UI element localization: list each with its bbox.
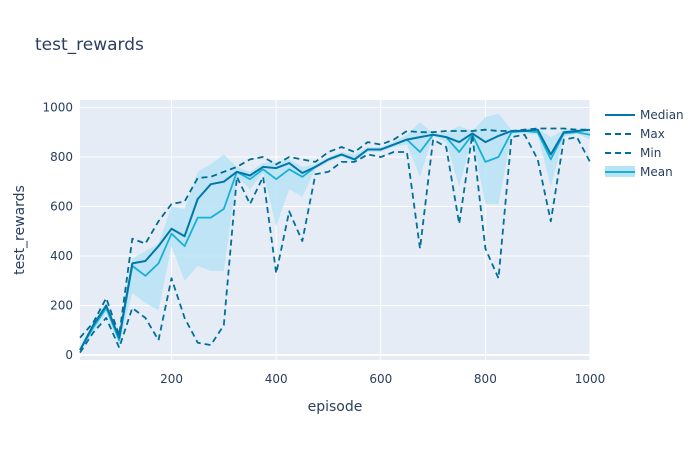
- series-line-min: [79, 133, 591, 354]
- y-tick-label: 600: [50, 199, 73, 213]
- x-tick-label: 800: [474, 372, 497, 386]
- x-tick-label: 200: [160, 372, 183, 386]
- band-layer: [80, 113, 590, 353]
- y-tick-label: 400: [50, 249, 73, 263]
- legend-label: Max: [640, 127, 665, 141]
- y-axis-label: test_rewards: [12, 185, 28, 275]
- series-line-max: [79, 127, 590, 339]
- y-tick-label: 200: [50, 299, 73, 313]
- legend-item-mean[interactable]: Mean: [605, 165, 673, 179]
- plot-background: [80, 100, 590, 360]
- legend[interactable]: Median Max Min Mean: [605, 108, 684, 179]
- legend-label: Mean: [640, 165, 673, 179]
- x-tick-label: 400: [265, 372, 288, 386]
- chart-title: test_rewards: [35, 35, 144, 55]
- legend-item-median[interactable]: Median: [605, 108, 684, 122]
- x-tick-label: 1000: [575, 372, 606, 386]
- mean-band: [80, 113, 590, 353]
- line-layer: [79, 127, 591, 354]
- x-tick-label: 600: [369, 372, 392, 386]
- legend-item-min[interactable]: Min: [605, 146, 661, 160]
- y-tick-label: 800: [50, 150, 73, 164]
- legend-label: Median: [640, 108, 684, 122]
- x-axis-label: episode: [308, 399, 363, 415]
- y-tick-label: 1000: [42, 100, 73, 114]
- legend-label: Min: [640, 146, 661, 160]
- y-tick-label: 0: [65, 348, 73, 362]
- legend-item-max[interactable]: Max: [605, 127, 665, 141]
- tick-layer: 0 200 400 600 800 1000 200 400 600 800 1000: [42, 100, 605, 386]
- series-line-median: [79, 128, 591, 351]
